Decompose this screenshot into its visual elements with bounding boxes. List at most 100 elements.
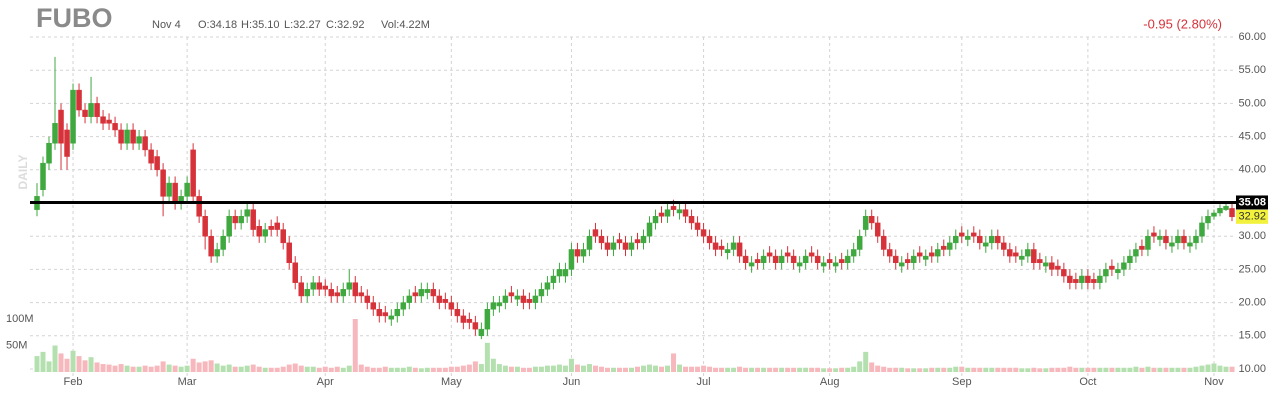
volume-bar xyxy=(406,366,412,372)
candle-body xyxy=(700,229,707,237)
candle-body xyxy=(514,295,521,300)
volume-bar xyxy=(809,367,815,372)
candle-body xyxy=(1157,235,1163,240)
candle-body xyxy=(838,259,845,264)
volume-bar xyxy=(490,358,496,372)
candle-body xyxy=(214,249,220,257)
volume-bar xyxy=(953,366,959,372)
volume-bar xyxy=(52,345,58,372)
y-tick-label: 50.00 xyxy=(1238,97,1266,109)
candle-body xyxy=(100,116,106,124)
volume-bar xyxy=(400,367,406,372)
volume-bar xyxy=(689,366,695,372)
y-tick-label: 60.00 xyxy=(1238,31,1266,43)
volume-bar xyxy=(791,367,797,372)
volume-bar xyxy=(1217,365,1223,372)
volume-bar xyxy=(532,366,538,372)
volume-bar xyxy=(635,366,641,372)
volume-bar xyxy=(604,367,610,372)
candle-body xyxy=(652,216,659,224)
volume-bar xyxy=(346,365,352,372)
candle-body xyxy=(1109,265,1115,270)
candle-body xyxy=(1145,235,1151,250)
candle-body xyxy=(64,129,70,157)
volume-bar xyxy=(538,366,544,372)
volume-bar xyxy=(989,367,995,372)
volume-bar xyxy=(1079,367,1085,372)
volume-bar xyxy=(76,356,82,372)
candle-body xyxy=(989,235,995,244)
candle-body xyxy=(628,242,635,250)
volume-bar xyxy=(454,366,460,372)
volume-bar xyxy=(190,358,196,372)
candle-body xyxy=(1061,269,1067,277)
candle-body xyxy=(983,242,989,247)
candle-body xyxy=(316,282,322,290)
volume-bar xyxy=(616,367,622,372)
volume-bar xyxy=(947,367,953,372)
volume-bar xyxy=(580,365,586,372)
volume-bar xyxy=(370,367,376,372)
volume-bar xyxy=(1109,367,1115,372)
candle-body xyxy=(748,262,755,267)
candle-body xyxy=(238,216,244,224)
volume-bar xyxy=(1175,367,1181,372)
volume-bar xyxy=(1091,367,1097,372)
x-tick-label: Feb xyxy=(64,376,83,388)
volume-bar xyxy=(136,366,142,372)
volume-bar xyxy=(364,366,370,372)
volume-bar xyxy=(917,368,923,372)
volume-bar xyxy=(274,367,280,372)
candle-body xyxy=(154,156,160,171)
volume-bar xyxy=(328,367,334,372)
volume-bar xyxy=(64,358,70,372)
candle-body xyxy=(995,235,1001,244)
candle-body xyxy=(166,182,172,197)
volume-tick-label: 50M xyxy=(6,339,27,351)
candle-body xyxy=(1187,242,1193,247)
volume-bar xyxy=(286,364,292,372)
candle-body xyxy=(574,249,581,257)
volume-bar xyxy=(148,366,154,372)
volume-bar xyxy=(232,366,238,372)
candle-body xyxy=(941,245,947,250)
volume-bar xyxy=(556,364,562,372)
volume-bar xyxy=(442,367,448,372)
volume-bar xyxy=(1145,366,1151,372)
volume-bar xyxy=(100,364,106,372)
volume-bar xyxy=(1007,367,1013,372)
candle-body xyxy=(70,89,76,144)
volume-bar xyxy=(1103,367,1109,372)
candle-body xyxy=(328,289,334,297)
volume-bar xyxy=(280,366,286,372)
change-text: -0.95 (2.80%) xyxy=(1143,16,1222,31)
candle-body xyxy=(76,89,82,111)
volume-bar xyxy=(466,364,472,372)
candle-body xyxy=(886,249,893,257)
volume-bar xyxy=(256,366,262,372)
volume-bar xyxy=(1115,367,1121,372)
volume-bar xyxy=(773,367,779,372)
volume-bar xyxy=(695,366,701,372)
candle-body xyxy=(1043,262,1049,267)
candle-body xyxy=(736,242,743,257)
volume-bar xyxy=(959,366,965,372)
candle-body xyxy=(1007,249,1013,257)
volume-bar xyxy=(382,366,388,372)
candle-body xyxy=(268,225,274,230)
last-price-label: 32.92 xyxy=(1238,211,1266,223)
candle-body xyxy=(520,295,527,303)
candle-body xyxy=(256,225,262,237)
candle-body xyxy=(250,209,256,230)
volume-bar xyxy=(316,367,322,372)
hline-label: 35.08 xyxy=(1238,196,1266,208)
candle-body xyxy=(544,282,551,290)
volume-bar xyxy=(851,366,857,372)
candle-body xyxy=(496,302,503,307)
candle-body xyxy=(862,216,869,230)
candle-body xyxy=(580,249,587,257)
volume-bar xyxy=(178,366,184,372)
candle-body xyxy=(40,162,46,190)
volume-bar xyxy=(418,368,424,372)
candle-body xyxy=(538,289,545,297)
